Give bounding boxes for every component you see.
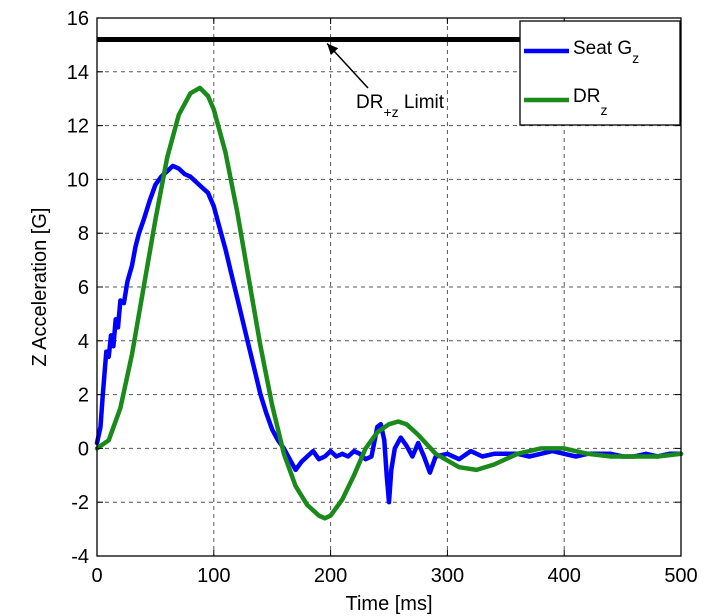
legend-box <box>519 20 681 126</box>
y-tick-label: 10 <box>67 169 89 191</box>
x-tick-label: 200 <box>314 565 347 587</box>
x-tick-label: 0 <box>91 565 102 587</box>
y-tick-label: 12 <box>67 116 89 138</box>
series-line-drz <box>94 85 684 521</box>
y-tick-label: 0 <box>78 438 89 460</box>
tick-layer: 0 100 200 300 400 500 -4 -2 0 2 4 6 8 10 12 14 16 <box>67 8 698 587</box>
x-tick-label: 400 <box>548 565 581 587</box>
legend-label-seat-gz: Seat Gz <box>573 38 639 66</box>
y-tick-label: 16 <box>67 8 89 30</box>
annotation: DR+z Limit <box>326 43 445 120</box>
legend-label-seat-gz-main: Seat G <box>573 38 632 59</box>
y-tick-label: -2 <box>71 492 89 514</box>
x-axis-label: Time [ms] <box>345 593 432 615</box>
legend-label-seat-gz-sub: z <box>632 50 639 66</box>
annotation-subscript: +z <box>383 104 398 120</box>
annotation-suffix: Limit <box>399 92 445 113</box>
x-tick-label: 300 <box>431 565 464 587</box>
series-layer <box>94 85 684 521</box>
legend-label-drz: DRz <box>573 86 607 118</box>
annotation-main: DR <box>356 92 383 113</box>
y-tick-label: -4 <box>71 546 89 568</box>
annotation-arrowhead <box>327 43 339 55</box>
y-tick-label: 6 <box>78 277 89 299</box>
legend: Seat Gz DRz <box>519 20 681 126</box>
legend-label-drz-main: DR <box>573 86 600 107</box>
x-tick-label: 500 <box>664 565 697 587</box>
x-tick-label: 100 <box>197 565 230 587</box>
y-axis-label: Z Acceleration [G] <box>29 208 51 367</box>
y-tick-label: 2 <box>78 385 89 407</box>
annotation-text: DR+z Limit <box>356 92 445 120</box>
y-tick-label: 14 <box>67 62 89 84</box>
series-line-seat-gz <box>94 163 684 505</box>
y-tick-label: 4 <box>78 331 89 353</box>
y-tick-label: 8 <box>78 223 89 245</box>
legend-label-drz-sub: z <box>600 102 607 118</box>
